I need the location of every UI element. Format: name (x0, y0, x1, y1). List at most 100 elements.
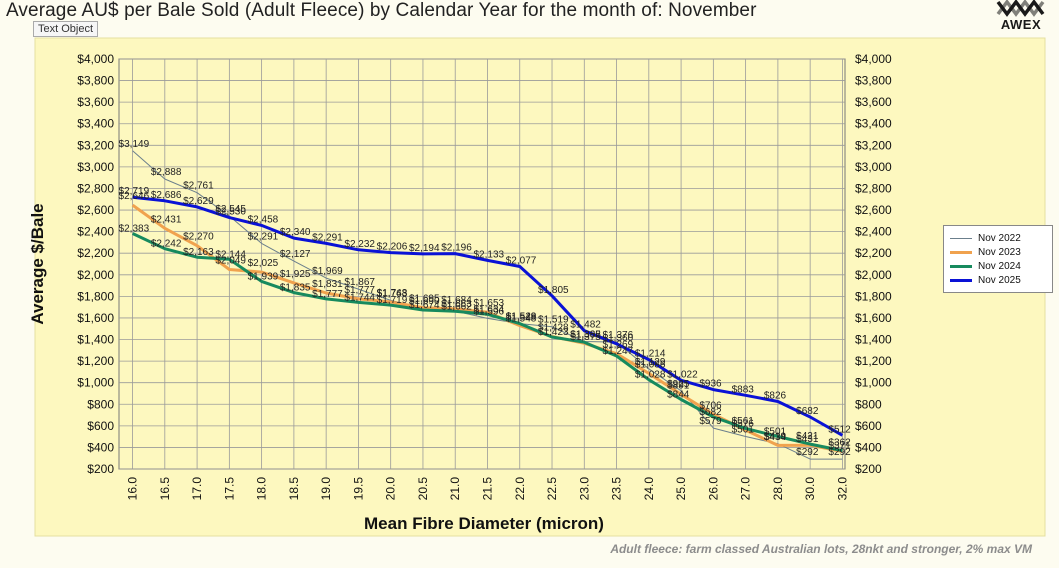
y-tick-label-left: $1,800 (77, 289, 114, 303)
x-tick-label: 19.5 (351, 477, 365, 501)
data-label: $292 (828, 447, 851, 458)
y-tick-label-left: $2,800 (77, 181, 114, 195)
data-label: $1,028 (635, 370, 666, 381)
legend-item-nov-2024[interactable]: Nov 2024 (950, 259, 1052, 273)
data-label: $1,939 (248, 271, 279, 282)
data-label: $1,690 (409, 296, 440, 307)
y-tick-label-right: $4,000 (855, 52, 892, 66)
y-tick-label-right: $3,200 (855, 138, 892, 152)
legend-item-nov-2022[interactable]: Nov 2022 (950, 231, 1052, 245)
x-tick-label: 20.5 (416, 477, 430, 501)
series-line (132, 150, 843, 460)
data-label: $2,291 (248, 231, 279, 242)
data-label: $512 (828, 424, 851, 435)
x-tick-label: 20.0 (384, 477, 398, 501)
data-label: $1,360 (603, 333, 634, 344)
data-label: $501 (764, 427, 787, 438)
data-label: $844 (667, 390, 690, 401)
y-tick-label-left: $600 (87, 419, 114, 433)
data-label: $706 (699, 400, 722, 411)
x-tick-label: 17.0 (190, 477, 204, 501)
data-label: $1,086 (635, 359, 666, 370)
x-tick-label: 24.0 (642, 477, 656, 501)
data-label: $2,194 (409, 243, 440, 254)
awex-logo: AWEX (994, 0, 1048, 34)
data-label: $1,428 (538, 323, 569, 334)
data-label: $1,365 (570, 329, 601, 340)
y-tick-label-left: $200 (87, 462, 114, 476)
awex-logo-icon (996, 0, 1045, 17)
data-label: $1,835 (280, 283, 311, 294)
x-tick-label: 21.5 (480, 477, 494, 501)
data-label: $2,686 (151, 190, 182, 201)
data-label: $682 (796, 406, 819, 417)
data-label: $371 (828, 441, 851, 452)
legend-item-nov-2025[interactable]: Nov 2025 (950, 273, 1052, 287)
x-tick-label: 16.5 (158, 477, 172, 501)
data-label: $2,761 (183, 181, 214, 192)
y-tick-label-right: $3,000 (855, 160, 892, 174)
x-tick-label: 18.0 (255, 477, 269, 501)
data-label: $2,545 (215, 204, 246, 215)
data-label: $2,242 (151, 239, 182, 250)
data-label: $2,719 (119, 186, 150, 197)
y-tick-label-right: $2,800 (855, 181, 892, 195)
data-label: $2,163 (183, 247, 214, 258)
y-tick-label-left: $1,200 (77, 354, 114, 368)
x-tick-label: 23.0 (577, 477, 591, 501)
data-label: $434 (764, 432, 787, 443)
data-label: $2,077 (506, 255, 537, 266)
data-label: $1,867 (344, 277, 375, 288)
data-label: $1,674 (409, 300, 440, 311)
data-label: $1,695 (409, 294, 440, 305)
data-label: $1,022 (667, 369, 698, 380)
data-label: $682 (699, 407, 722, 418)
data-label: $1,375 (570, 332, 601, 343)
data-label: $431 (796, 434, 819, 445)
chart-legend: Nov 2022 Nov 2023 Nov 2024 Nov 2025 (943, 225, 1053, 293)
y-tick-label-left: $2,000 (77, 268, 114, 282)
y-tick-label-right: $3,800 (855, 74, 892, 88)
x-tick-label: 22.0 (513, 477, 527, 501)
data-label: $561 (732, 416, 755, 427)
y-tick-label-left: $3,400 (77, 117, 114, 131)
y-tick-label-right: $1,200 (855, 354, 892, 368)
data-label: $1,214 (635, 349, 666, 360)
data-label: $3,149 (119, 139, 150, 150)
legend-swatch-nov-2022 (950, 237, 972, 239)
series-nov-2024 (131, 232, 843, 453)
data-label: $1,777 (344, 285, 375, 296)
data-label: $1,269 (603, 340, 634, 351)
data-label: $579 (699, 416, 722, 427)
x-tick-label: 19.0 (319, 477, 333, 501)
y-tick-label-right: $400 (855, 440, 882, 454)
x-tick-label: 16.0 (126, 477, 140, 501)
y-tick-label-right: $2,600 (855, 203, 892, 217)
data-label: $1,777 (312, 289, 343, 300)
y-tick-label-right: $200 (855, 462, 882, 476)
x-tick-label: 30.0 (803, 477, 817, 501)
data-label: $1,653 (473, 298, 504, 309)
x-tick-label: 18.5 (287, 477, 301, 501)
y-tick-label-left: $1,600 (77, 311, 114, 325)
data-label: $576 (732, 418, 755, 429)
data-label: $1,482 (570, 320, 601, 331)
y-tick-label-right: $1,600 (855, 311, 892, 325)
y-tick-label-right: $800 (855, 397, 882, 411)
data-label: $2,530 (215, 207, 246, 218)
x-tick-label: 26.0 (706, 477, 720, 501)
data-label: $1,129 (635, 357, 666, 368)
data-label: $1,634 (473, 304, 504, 315)
y-tick-label-left: $3,200 (77, 138, 114, 152)
plot-area (118, 58, 846, 470)
y-tick-label-right: $1,800 (855, 289, 892, 303)
y-tick-label-left: $2,400 (77, 225, 114, 239)
legend-item-nov-2023[interactable]: Nov 2023 (950, 245, 1052, 259)
y-tick-label-right: $600 (855, 419, 882, 433)
data-label: $2,206 (377, 242, 408, 253)
legend-label: Nov 2022 (978, 232, 1021, 244)
y-tick-label-left: $1,400 (77, 333, 114, 347)
x-tick-label: 21.0 (448, 477, 462, 501)
y-tick-label-left: $3,000 (77, 160, 114, 174)
